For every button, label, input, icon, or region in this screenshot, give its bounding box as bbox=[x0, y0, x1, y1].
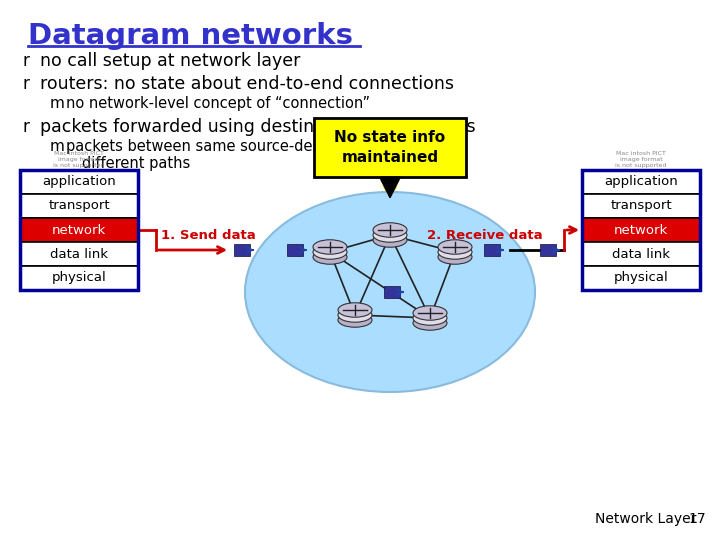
Bar bbox=[384, 286, 400, 298]
Bar bbox=[582, 170, 700, 290]
Ellipse shape bbox=[373, 223, 407, 237]
Bar bbox=[234, 244, 250, 256]
Bar bbox=[20, 242, 138, 266]
Text: no call setup at network layer: no call setup at network layer bbox=[40, 52, 300, 70]
Bar bbox=[20, 194, 138, 218]
Bar bbox=[287, 244, 303, 256]
Text: 17: 17 bbox=[688, 512, 706, 526]
Text: r: r bbox=[22, 52, 29, 70]
Text: no network-level concept of “connection”: no network-level concept of “connection” bbox=[66, 96, 370, 111]
Ellipse shape bbox=[413, 306, 447, 320]
Text: network: network bbox=[614, 224, 668, 237]
Text: data link: data link bbox=[50, 247, 108, 260]
Text: data link: data link bbox=[612, 247, 670, 260]
Ellipse shape bbox=[338, 313, 372, 327]
Text: Mac intosh PICT
image format
is not supported: Mac intosh PICT image format is not supp… bbox=[616, 151, 667, 168]
Ellipse shape bbox=[413, 316, 447, 330]
Text: 1. Send data: 1. Send data bbox=[161, 229, 256, 242]
Ellipse shape bbox=[373, 233, 407, 247]
Text: transport: transport bbox=[48, 199, 110, 213]
Bar bbox=[484, 244, 500, 256]
FancyBboxPatch shape bbox=[314, 118, 466, 177]
Text: application: application bbox=[42, 176, 116, 188]
Bar bbox=[20, 218, 138, 242]
Ellipse shape bbox=[338, 303, 372, 317]
Ellipse shape bbox=[438, 245, 472, 259]
Bar bbox=[582, 218, 700, 242]
Text: r: r bbox=[22, 118, 29, 136]
Text: 2. Receive data: 2. Receive data bbox=[427, 229, 543, 242]
Ellipse shape bbox=[438, 250, 472, 264]
Text: Network Layer: Network Layer bbox=[595, 512, 696, 526]
Ellipse shape bbox=[313, 240, 347, 254]
Ellipse shape bbox=[438, 240, 472, 254]
Bar bbox=[582, 242, 700, 266]
Bar bbox=[582, 266, 700, 290]
Text: r: r bbox=[22, 75, 29, 93]
Ellipse shape bbox=[373, 228, 407, 242]
Bar bbox=[20, 170, 138, 290]
Text: Datagram networks: Datagram networks bbox=[28, 22, 353, 50]
Text: packets forwarded using destination host address: packets forwarded using destination host… bbox=[40, 118, 476, 136]
Text: m: m bbox=[50, 96, 65, 111]
Bar bbox=[582, 194, 700, 218]
Bar bbox=[20, 170, 138, 194]
Bar bbox=[582, 170, 700, 194]
Ellipse shape bbox=[313, 245, 347, 259]
Text: Mac intosh PICT
image format
is not supported: Mac intosh PICT image format is not supp… bbox=[53, 151, 104, 168]
Ellipse shape bbox=[338, 308, 372, 322]
Bar bbox=[20, 266, 138, 290]
Ellipse shape bbox=[313, 250, 347, 264]
Ellipse shape bbox=[413, 311, 447, 325]
Text: physical: physical bbox=[52, 272, 107, 285]
Bar bbox=[540, 244, 556, 256]
Text: application: application bbox=[604, 176, 678, 188]
Text: network: network bbox=[52, 224, 106, 237]
Ellipse shape bbox=[245, 192, 535, 392]
Text: packets between same source-dest pair may take: packets between same source-dest pair ma… bbox=[66, 139, 432, 154]
Text: different paths: different paths bbox=[82, 156, 190, 171]
Text: physical: physical bbox=[613, 272, 668, 285]
Text: m: m bbox=[50, 139, 65, 154]
Text: transport: transport bbox=[610, 199, 672, 213]
Text: No state info
maintained: No state info maintained bbox=[334, 130, 446, 165]
Text: routers: no state about end-to-end connections: routers: no state about end-to-end conne… bbox=[40, 75, 454, 93]
